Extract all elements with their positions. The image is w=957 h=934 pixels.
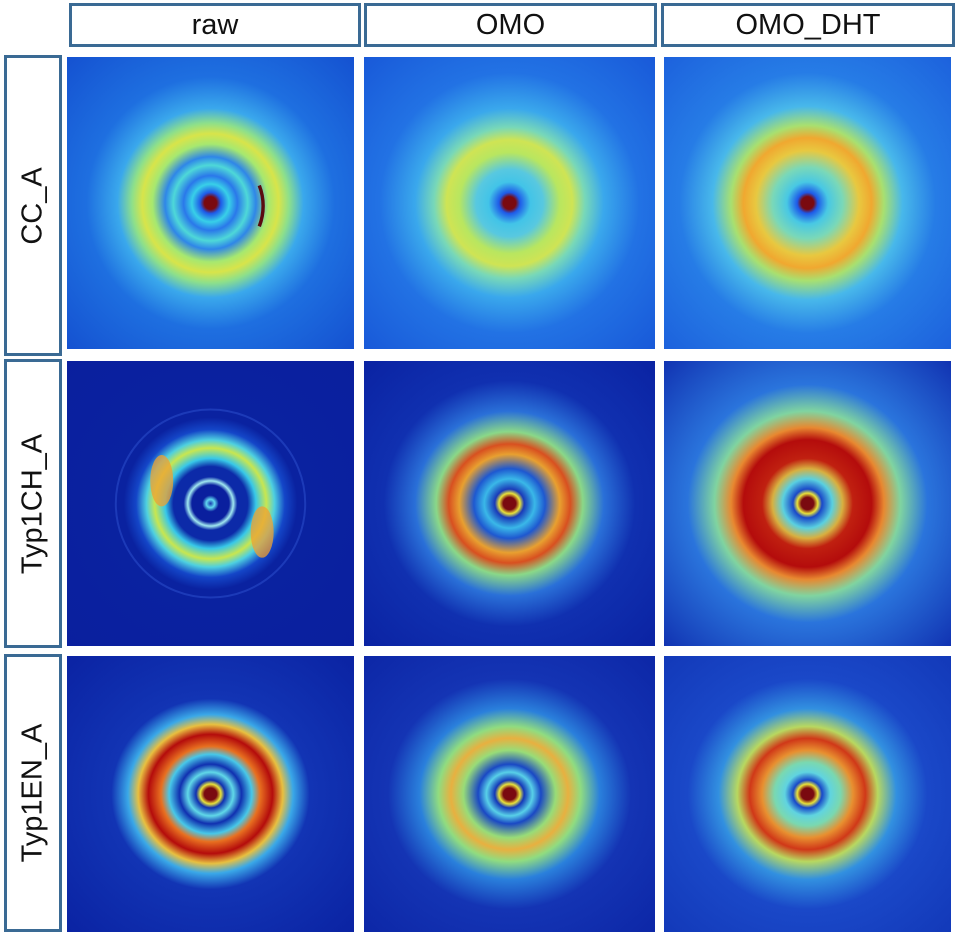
row-header-label: Typ1CH_A xyxy=(16,433,49,574)
column-header-omo: OMO xyxy=(364,3,657,47)
diffraction-image-typ1ch-a-omo xyxy=(364,361,655,646)
diffraction-image-cc-a-omo xyxy=(364,57,655,349)
column-header-label: OMO_DHT xyxy=(735,8,881,41)
diffraction-image-typ1en-a-omo xyxy=(364,656,655,932)
diffraction-image-typ1ch-a-raw xyxy=(67,361,354,646)
diffraction-image-typ1en-a-omo-dht xyxy=(664,656,951,932)
column-header-omo-dht: OMO_DHT xyxy=(661,3,955,47)
row-header-typ1en-a: Typ1EN_A xyxy=(4,654,62,932)
row-header-label: Typ1EN_A xyxy=(16,723,49,863)
column-header-label: OMO xyxy=(475,8,546,41)
row-header-cc-a: CC_A xyxy=(4,55,62,356)
diffraction-image-cc-a-raw xyxy=(67,57,354,349)
diffraction-image-typ1en-a-raw xyxy=(67,656,354,932)
row-header-label: CC_A xyxy=(16,166,49,245)
diffraction-image-cc-a-omo-dht xyxy=(664,57,951,349)
diffraction-image-typ1ch-a-omo-dht xyxy=(664,361,951,646)
column-header-label: raw xyxy=(191,8,239,41)
row-header-typ1ch-a: Typ1CH_A xyxy=(4,359,62,648)
column-header-raw: raw xyxy=(69,3,361,47)
